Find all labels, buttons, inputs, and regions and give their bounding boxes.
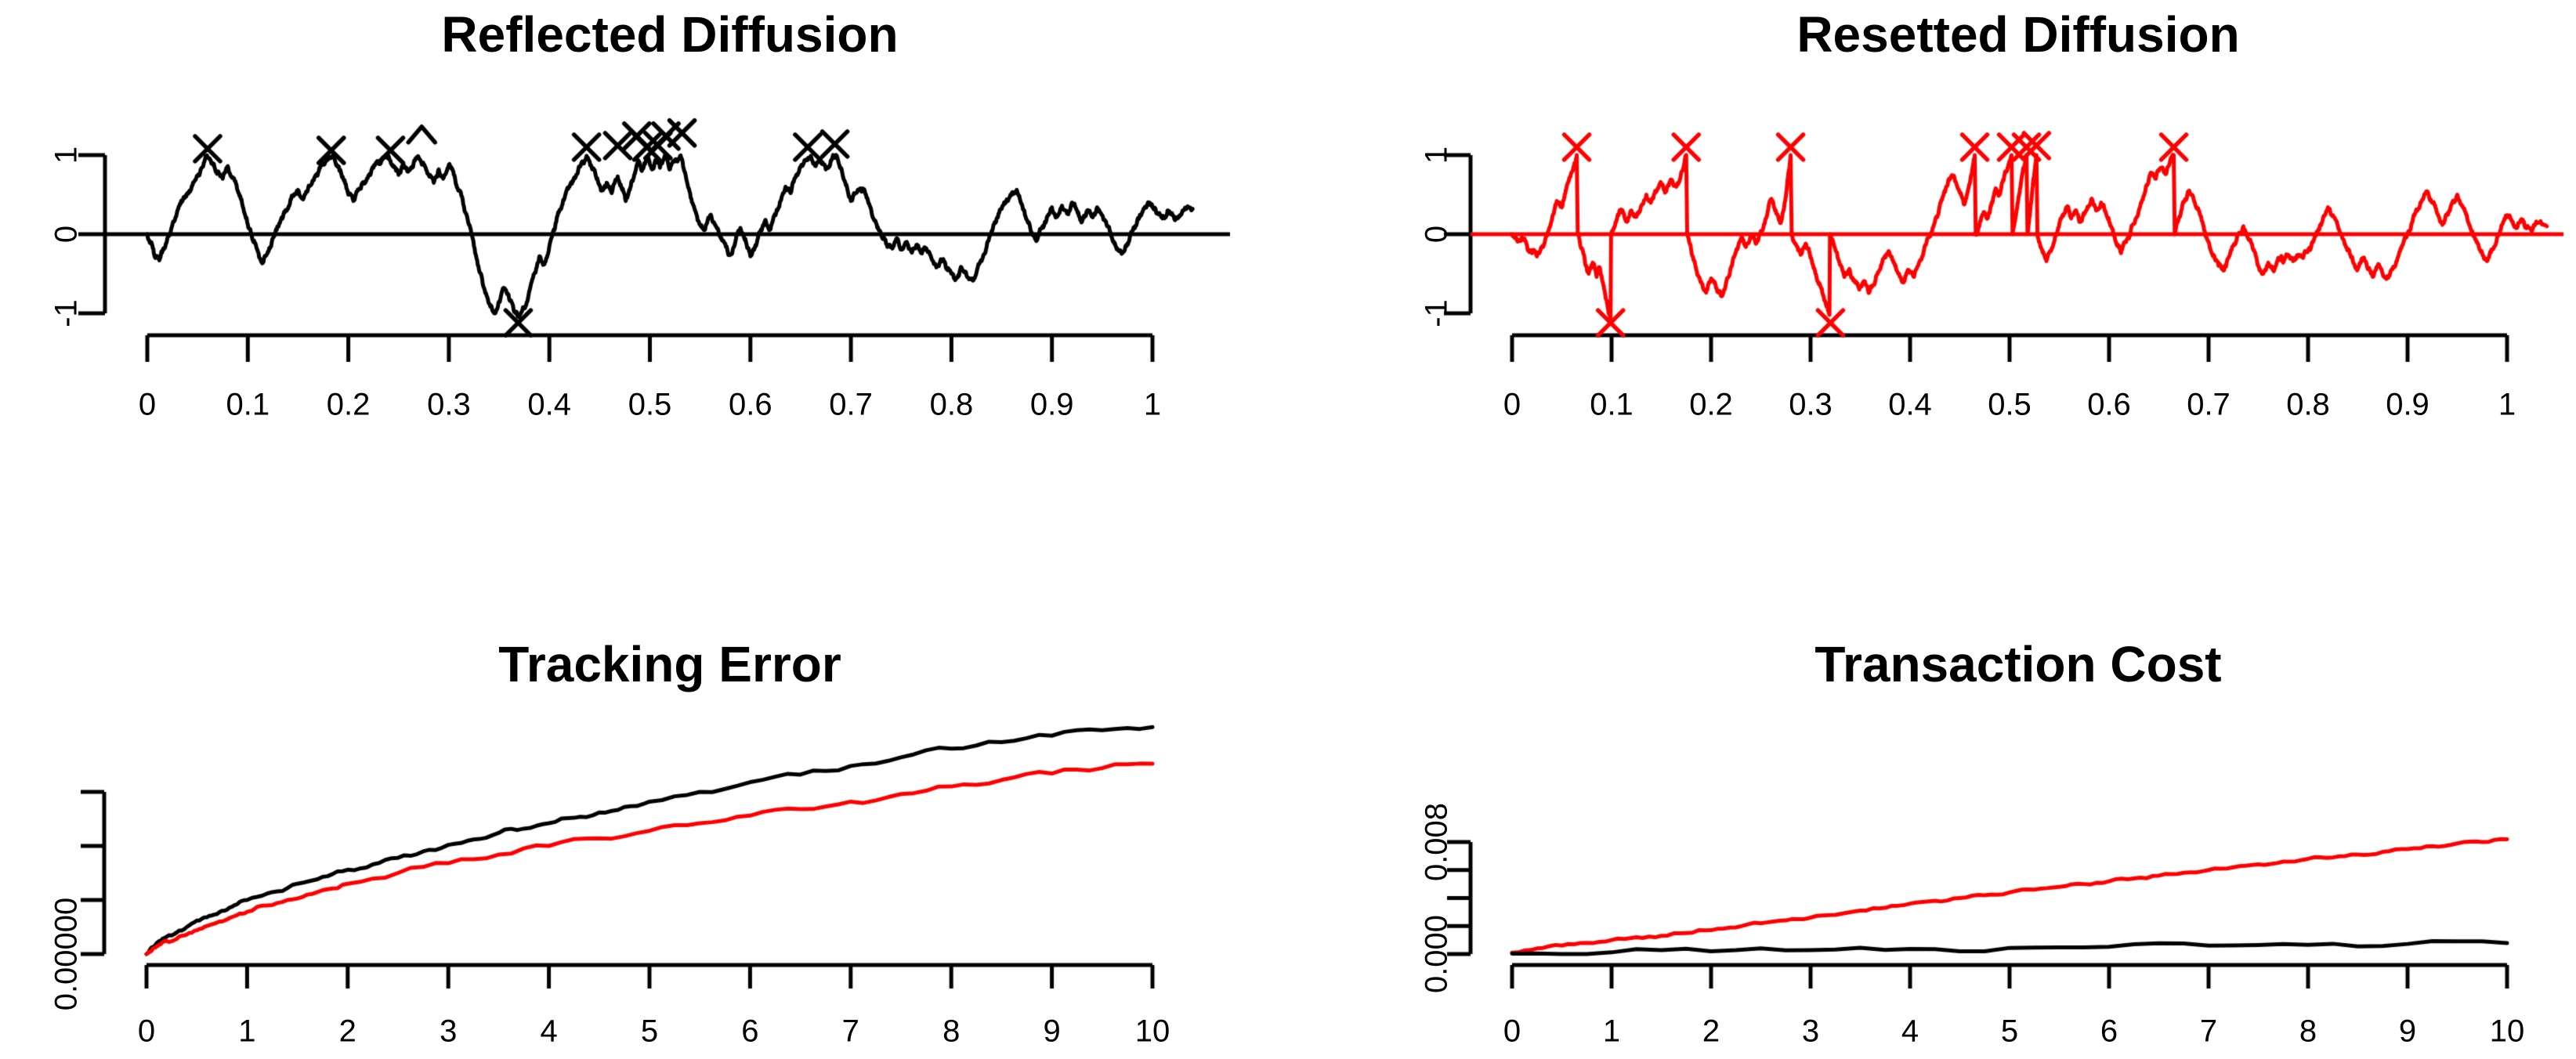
reflected-diffusion-x-tick-label: 0.2: [326, 387, 371, 422]
chart-title-tracking-error: Tracking Error: [498, 636, 841, 692]
tracking-error-x-tick-label: 8: [942, 1014, 961, 1049]
tracking-error-y-tick-label: 0.00000: [49, 897, 84, 1011]
transaction-cost-y-tick-label: 0.000: [1419, 914, 1454, 994]
reflected-diffusion-y-tick-label: 0: [49, 225, 84, 244]
reflected-diffusion-x-tick-label: 0.3: [427, 387, 471, 422]
reflected-diffusion-x-tick-label: 0.6: [728, 387, 772, 422]
resetted-diffusion-x-tick-label: 0.9: [2386, 387, 2429, 422]
transaction-cost-x-tick-label: 3: [1801, 1014, 1820, 1049]
chart-title-reflected-diffusion: Reflected Diffusion: [441, 6, 899, 63]
transaction-cost-x-tick-label: 1: [1602, 1014, 1621, 1049]
tracking-error-x-tick-label: 9: [1043, 1014, 1061, 1049]
resetted-diffusion-y-tick-label: 1: [1419, 146, 1454, 164]
transaction-cost-x-tick-label: 10: [2489, 1014, 2525, 1049]
transaction-cost-x-tick-label: 9: [2398, 1014, 2417, 1049]
tracking-error-x-tick-label: 2: [338, 1014, 356, 1049]
transaction-cost-x-tick-label: 5: [2000, 1014, 2019, 1049]
reflected-diffusion-x-tick-label: 0: [138, 387, 157, 422]
reflected-diffusion-x-tick-label: 0.7: [829, 387, 873, 422]
reflected-diffusion-x-tick-label: 0.9: [1029, 387, 1074, 422]
resetted-diffusion-y-tick-label: 0: [1419, 225, 1454, 244]
resetted-diffusion-y-tick-label: -1: [1419, 299, 1454, 327]
resetted-diffusion-x-tick-label: 0.2: [1689, 387, 1733, 422]
resetted-diffusion-x-tick-label: 0.1: [1590, 387, 1634, 422]
chart-title-resetted-diffusion: Resetted Diffusion: [1796, 6, 2240, 63]
resetted-diffusion-x-tick-label: 0.6: [2087, 387, 2131, 422]
reflected-diffusion-y-tick-label: -1: [49, 299, 84, 327]
resetted-diffusion-x-tick-label: 0: [1503, 387, 1521, 422]
reflected-diffusion-x-tick-label: 1: [1143, 387, 1162, 422]
resetted-diffusion-x-tick-label: 0.7: [2187, 387, 2230, 422]
tracking-error-x-tick-label: 3: [440, 1014, 458, 1049]
resetted-diffusion-x-tick-label: 0.3: [1789, 387, 1833, 422]
reflected-diffusion-x-tick-label: 0.1: [226, 387, 270, 422]
resetted-diffusion-x-tick-label: 0.5: [1988, 387, 2031, 422]
reflected-diffusion-x-tick-label: 0.5: [628, 387, 672, 422]
tracking-error-x-tick-label: 0: [137, 1014, 156, 1049]
tracking-error-x-tick-label: 6: [741, 1014, 759, 1049]
tracking-error-x-tick-label: 5: [640, 1014, 659, 1049]
tracking-error-x-tick-label: 10: [1134, 1014, 1170, 1049]
transaction-cost-x-tick-label: 7: [2199, 1014, 2218, 1049]
tracking-error-x-tick-label: 4: [540, 1014, 558, 1049]
transaction-cost-x-tick-label: 6: [2100, 1014, 2118, 1049]
reflected-diffusion-y-tick-label: 1: [49, 146, 84, 164]
tracking-error-x-tick-label: 1: [238, 1014, 256, 1049]
chart-title-transaction-cost: Transaction Cost: [1814, 636, 2222, 692]
resetted-diffusion-x-tick-label: 0.8: [2286, 387, 2330, 422]
resetted-diffusion-x-tick-label: 0.4: [1888, 387, 1932, 422]
resetted-diffusion-x-tick-label: 1: [2498, 387, 2516, 422]
reflected-diffusion-x-tick-label: 0.4: [527, 387, 571, 422]
transaction-cost-y-tick-label: 0.008: [1419, 802, 1454, 882]
transaction-cost-x-tick-label: 8: [2299, 1014, 2317, 1049]
transaction-cost-x-tick-label: 0: [1503, 1014, 1521, 1049]
transaction-cost-x-tick-label: 2: [1702, 1014, 1720, 1049]
transaction-cost-x-tick-label: 4: [1901, 1014, 1919, 1049]
tracking-error-x-tick-label: 7: [841, 1014, 859, 1049]
reflected-diffusion-x-tick-label: 0.8: [929, 387, 974, 422]
